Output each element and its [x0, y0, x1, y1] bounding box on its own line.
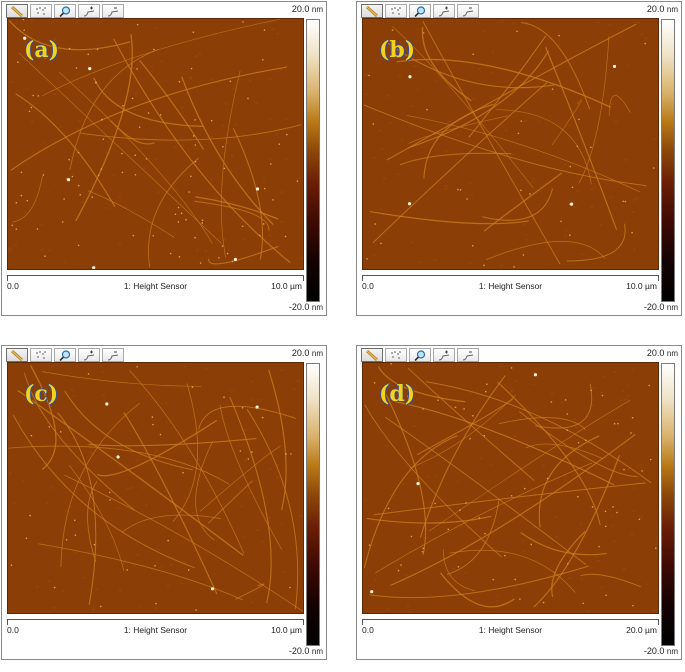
zoom-out-icon — [107, 351, 119, 360]
x-axis-end: 10.0 µm — [271, 625, 302, 635]
zoom-in-button[interactable] — [78, 348, 100, 362]
zoom-in-icon — [83, 350, 95, 360]
channel-name: 1: Height Sensor — [478, 281, 543, 291]
zoom-tool-button[interactable] — [54, 348, 76, 362]
zoom-tool-icon — [59, 5, 71, 17]
z-scale-max: 20.0 nm — [646, 4, 678, 14]
channel-name: 1: Height Sensor — [478, 625, 543, 635]
particle-tool-icon — [36, 6, 46, 15]
ruler-tool-button[interactable] — [361, 4, 383, 18]
zoom-in-button[interactable] — [78, 4, 100, 18]
panel-label: (c) — [24, 381, 59, 407]
zoom-tool-button[interactable] — [409, 4, 431, 18]
zoom-tool-icon — [59, 349, 71, 361]
zoom-out-button[interactable] — [102, 4, 124, 18]
x-axis-end: 20.0 µm — [626, 625, 657, 635]
x-axis-end: 10.0 µm — [626, 281, 657, 291]
channel-name: 1: Height Sensor — [123, 625, 188, 635]
z-scale-max: 20.0 nm — [291, 4, 323, 14]
afm-height-image[interactable]: (b) — [362, 18, 659, 270]
toolbar — [6, 4, 124, 19]
particle-tool-button[interactable] — [30, 348, 52, 362]
x-axis-bracket — [7, 619, 304, 625]
toolbar — [361, 4, 479, 19]
afm-height-image[interactable]: (c) — [7, 362, 304, 614]
panel-label: (d) — [379, 381, 416, 407]
particle-tool-button[interactable] — [385, 348, 407, 362]
panel-label: (b) — [379, 37, 416, 63]
zoom-tool-button[interactable] — [54, 4, 76, 18]
x-axis-bracket — [7, 275, 304, 281]
toolbar — [361, 348, 479, 363]
afm-panel-a: 20.0 nm (a) 0.0 1: Height Sensor 10.0 µm… — [1, 1, 327, 316]
x-axis-start: 0.0 — [7, 281, 19, 291]
x-axis-start: 0.0 — [7, 625, 19, 635]
afm-panel-c: 20.0 nm (c) 0.0 1: Height Sensor 10.0 µm… — [1, 345, 327, 660]
particle-tool-icon — [391, 350, 401, 359]
afm-height-image[interactable]: (a) — [7, 18, 304, 270]
ruler-tool-icon — [10, 5, 24, 17]
panel-label: (a) — [24, 37, 60, 63]
color-scale-bar — [306, 19, 320, 302]
z-scale-max: 20.0 nm — [646, 348, 678, 358]
ruler-tool-button[interactable] — [6, 348, 28, 362]
zoom-out-icon — [462, 351, 474, 360]
z-scale-min: -20.0 nm — [288, 302, 323, 312]
zoom-tool-button[interactable] — [409, 348, 431, 362]
x-axis-bracket — [362, 619, 659, 625]
zoom-tool-icon — [414, 5, 426, 17]
toolbar — [6, 348, 124, 363]
particle-tool-icon — [36, 350, 46, 359]
z-scale-min: -20.0 nm — [288, 646, 323, 656]
x-axis-start: 0.0 — [362, 625, 374, 635]
ruler-tool-icon — [365, 5, 379, 17]
color-scale-bar — [661, 363, 675, 646]
zoom-in-button[interactable] — [433, 348, 455, 362]
zoom-in-icon — [438, 6, 450, 16]
x-axis-start: 0.0 — [362, 281, 374, 291]
particle-tool-button[interactable] — [385, 4, 407, 18]
zoom-out-button[interactable] — [457, 4, 479, 18]
afm-panel-d: 20.0 nm (d) 0.0 1: Height Sensor 20.0 µm… — [356, 345, 682, 660]
z-scale-min: -20.0 nm — [643, 302, 678, 312]
zoom-in-icon — [438, 350, 450, 360]
z-scale-max: 20.0 nm — [291, 348, 323, 358]
z-scale-min: -20.0 nm — [643, 646, 678, 656]
x-axis-bracket — [362, 275, 659, 281]
afm-height-image[interactable]: (d) — [362, 362, 659, 614]
x-axis-end: 10.0 µm — [271, 281, 302, 291]
zoom-in-button[interactable] — [433, 4, 455, 18]
zoom-tool-icon — [414, 349, 426, 361]
particle-tool-icon — [391, 6, 401, 15]
zoom-out-button[interactable] — [102, 348, 124, 362]
zoom-out-button[interactable] — [457, 348, 479, 362]
ruler-tool-button[interactable] — [361, 348, 383, 362]
color-scale-bar — [306, 363, 320, 646]
zoom-out-icon — [107, 7, 119, 16]
zoom-out-icon — [462, 7, 474, 16]
afm-panel-b: 20.0 nm (b) 0.0 1: Height Sensor 10.0 µm… — [356, 1, 682, 316]
color-scale-bar — [661, 19, 675, 302]
ruler-tool-icon — [365, 349, 379, 361]
ruler-tool-button[interactable] — [6, 4, 28, 18]
channel-name: 1: Height Sensor — [123, 281, 188, 291]
zoom-in-icon — [83, 6, 95, 16]
particle-tool-button[interactable] — [30, 4, 52, 18]
ruler-tool-icon — [10, 349, 24, 361]
